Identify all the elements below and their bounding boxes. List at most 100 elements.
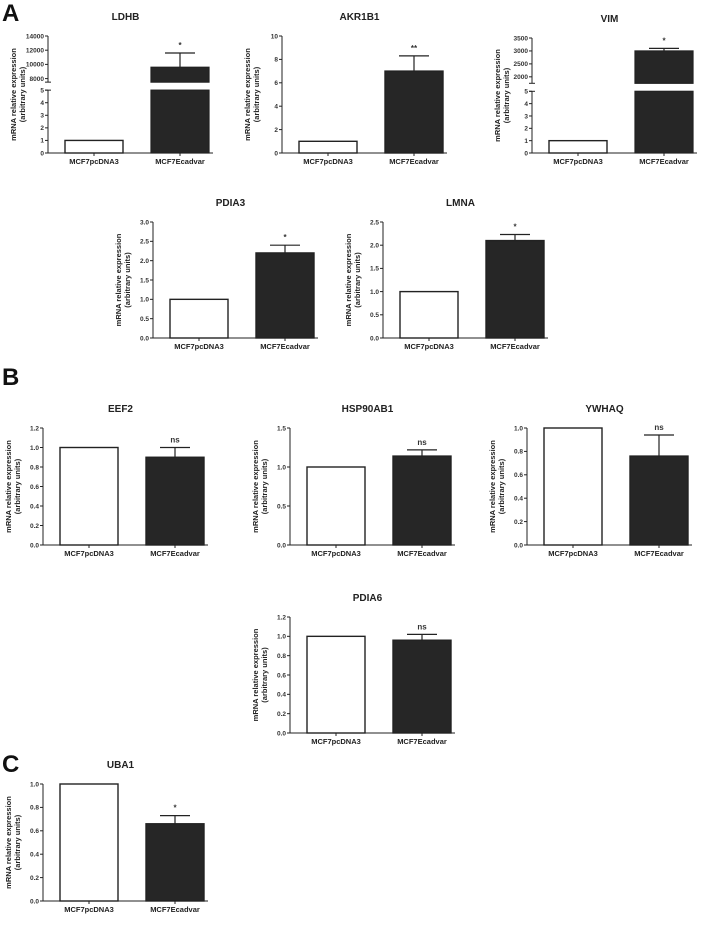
svg-text:0.8: 0.8 xyxy=(514,449,523,456)
chart-eef2: EEF2 mRNA relative expression(arbitrary u… xyxy=(1,401,221,576)
svg-text:0.4: 0.4 xyxy=(514,496,523,503)
chart-title: UBA1 xyxy=(107,760,135,771)
svg-text:6: 6 xyxy=(274,80,278,87)
bar-chart-svg: LMNA mRNA relative expression(arbitrary u… xyxy=(344,198,548,351)
svg-text:3: 3 xyxy=(40,113,44,120)
svg-text:1.2: 1.2 xyxy=(277,614,286,621)
bar-chart-svg: AKR1B1 mRNA relative expression(arbitrary… xyxy=(243,12,447,166)
svg-text:0.6: 0.6 xyxy=(30,828,39,835)
significance-marker: * xyxy=(283,233,287,242)
svg-text:5: 5 xyxy=(524,89,528,96)
bar xyxy=(59,783,119,902)
significance-marker: ns xyxy=(417,622,427,631)
svg-text:10000: 10000 xyxy=(26,62,44,69)
svg-text:2.5: 2.5 xyxy=(140,239,149,246)
y-axis-label: mRNA relative expression(arbitrary units… xyxy=(4,440,22,533)
chart-akr1b1: AKR1B1 mRNA relative expression(arbitrary… xyxy=(240,10,460,185)
chart-ldhb: LDHB mRNA relative expression(arbitrary u… xyxy=(0,10,220,185)
svg-text:12000: 12000 xyxy=(26,47,44,54)
x-category-label: MCF7pcDNA3 xyxy=(553,157,603,166)
x-category-label: MCF7Ecadvar xyxy=(490,342,540,351)
significance-marker: ns xyxy=(170,436,180,445)
x-category-label: MCF7pcDNA3 xyxy=(69,157,119,166)
chart-title: YWHAQ xyxy=(585,404,624,415)
svg-text:8000: 8000 xyxy=(30,76,45,83)
panel-label-a: A xyxy=(2,0,20,27)
bar-chart-svg: EEF2 mRNA relative expression(arbitrary u… xyxy=(4,404,208,558)
svg-text:0.0: 0.0 xyxy=(370,335,379,342)
svg-text:3.0: 3.0 xyxy=(140,219,149,226)
bar xyxy=(392,639,452,734)
svg-text:1.5: 1.5 xyxy=(370,266,379,273)
svg-text:1.0: 1.0 xyxy=(30,445,39,452)
bar-chart-svg: PDIA3 mRNA relative expression(arbitrary … xyxy=(114,198,318,351)
x-category-label: MCF7Ecadvar xyxy=(150,549,200,558)
bar xyxy=(59,446,119,546)
x-category-label: MCF7Ecadvar xyxy=(639,157,689,166)
significance-marker: * xyxy=(178,41,182,50)
svg-text:2: 2 xyxy=(274,127,278,134)
svg-text:1.5: 1.5 xyxy=(277,425,286,432)
svg-text:1.0: 1.0 xyxy=(30,781,39,788)
svg-text:4: 4 xyxy=(40,100,44,107)
svg-text:2.5: 2.5 xyxy=(370,219,379,226)
y-axis-label: mRNA relative expression(arbitrary units… xyxy=(114,233,132,326)
x-category-label: MCF7Ecadvar xyxy=(155,157,205,166)
chart-title: AKR1B1 xyxy=(339,12,379,23)
svg-text:0.2: 0.2 xyxy=(514,519,523,526)
svg-text:0.8: 0.8 xyxy=(277,653,286,660)
svg-text:0.0: 0.0 xyxy=(277,730,286,737)
svg-text:1.0: 1.0 xyxy=(514,425,523,432)
svg-text:2: 2 xyxy=(40,125,44,132)
svg-text:0.0: 0.0 xyxy=(140,335,149,342)
bar xyxy=(548,139,608,154)
significance-marker: * xyxy=(513,223,517,232)
y-axis-label: mRNA relative expression(arbitrary units… xyxy=(4,796,22,889)
chart-title: LDHB xyxy=(112,12,140,23)
bar xyxy=(634,50,694,84)
bar xyxy=(298,140,358,154)
bar xyxy=(169,298,229,339)
svg-text:0.0: 0.0 xyxy=(277,542,286,549)
bar-chart-svg: UBA1 mRNA relative expression(arbitrary u… xyxy=(4,760,208,914)
svg-text:8: 8 xyxy=(274,57,278,64)
x-category-label: MCF7pcDNA3 xyxy=(64,549,114,558)
y-axis-label: mRNA relative expression(arbitrary units… xyxy=(344,233,362,326)
panel-label-c: C xyxy=(2,751,20,778)
svg-text:2.0: 2.0 xyxy=(370,243,379,250)
svg-text:3000: 3000 xyxy=(514,48,529,55)
svg-text:0.4: 0.4 xyxy=(30,503,39,510)
svg-text:0.0: 0.0 xyxy=(514,542,523,549)
bar xyxy=(485,239,545,339)
chart-pdia3: PDIA3 mRNA relative expression(arbitrary … xyxy=(111,196,331,371)
svg-text:2000: 2000 xyxy=(514,74,529,81)
significance-marker: ns xyxy=(417,438,427,447)
bar xyxy=(399,290,459,339)
svg-text:0: 0 xyxy=(524,150,528,157)
bar xyxy=(145,823,205,902)
x-category-label: MCF7pcDNA3 xyxy=(64,905,114,914)
bar xyxy=(150,66,210,83)
svg-text:10: 10 xyxy=(271,33,279,40)
y-axis-label: mRNA relative expression(arbitrary units… xyxy=(251,628,269,721)
y-axis-label: mRNA relative expression(arbitrary units… xyxy=(493,49,511,142)
significance-marker: * xyxy=(173,804,177,813)
x-category-label: MCF7pcDNA3 xyxy=(311,737,361,746)
bar xyxy=(634,90,694,154)
x-category-label: MCF7pcDNA3 xyxy=(303,157,353,166)
chart-title: VIM xyxy=(601,14,619,25)
svg-text:1.0: 1.0 xyxy=(370,289,379,296)
y-axis-label: mRNA relative expression(arbitrary units… xyxy=(251,440,269,533)
x-category-label: MCF7Ecadvar xyxy=(397,549,447,558)
x-category-label: MCF7Ecadvar xyxy=(634,549,684,558)
x-category-label: MCF7pcDNA3 xyxy=(404,342,454,351)
svg-text:4: 4 xyxy=(524,101,528,108)
y-axis-label: mRNA relative expression(arbitrary units… xyxy=(243,48,261,141)
chart-vim: VIM mRNA relative expression(arbitrary un… xyxy=(490,10,709,185)
x-category-label: MCF7Ecadvar xyxy=(389,157,439,166)
svg-text:2.0: 2.0 xyxy=(140,258,149,265)
svg-text:0.5: 0.5 xyxy=(277,503,286,510)
bar xyxy=(255,252,315,339)
significance-marker: ** xyxy=(411,44,418,53)
bar xyxy=(306,466,366,546)
